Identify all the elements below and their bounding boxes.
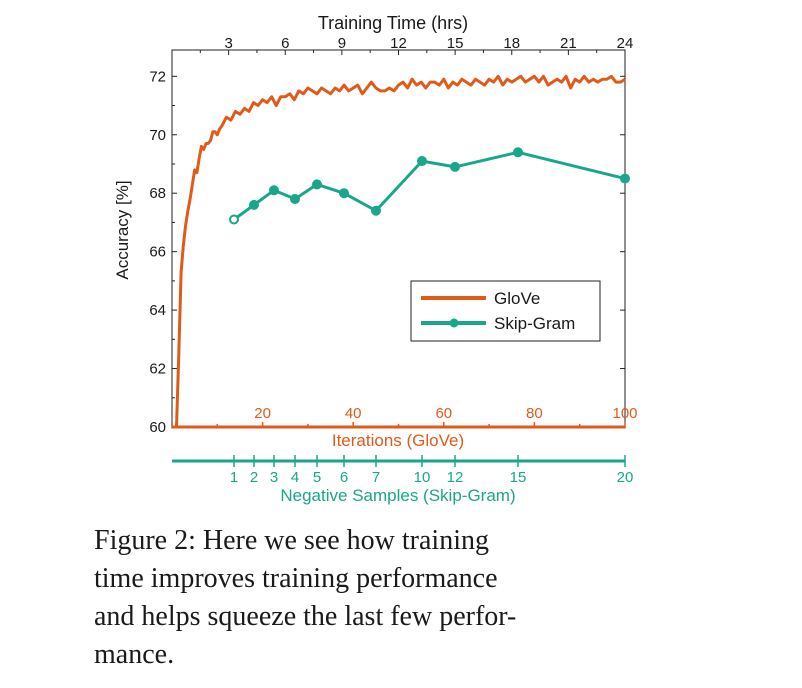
negative-samples-tick-label: 1	[230, 469, 238, 486]
skipgram-point	[417, 156, 427, 167]
negative-samples-tick-label: 10	[414, 469, 431, 486]
legend-box	[410, 280, 601, 342]
top-tick-label: 15	[447, 35, 464, 52]
skipgram-point	[290, 194, 300, 205]
skipgram-point	[269, 185, 279, 196]
caption-line: Figure 2: Here we see how training	[94, 525, 489, 556]
top-tick-label: 18	[503, 35, 520, 52]
legend-skipgram-marker	[449, 318, 459, 328]
skipgram-series	[229, 147, 630, 225]
legend-glove-label: GloVe	[494, 289, 540, 308]
top-axis-ticks: 3 6 9 12 15 18 21 24	[199, 35, 634, 55]
negative-samples-tick-label: 3	[270, 469, 278, 486]
y-axis-label: Accuracy [%]	[113, 180, 132, 279]
skipgram-point	[339, 188, 349, 199]
top-tick-label: 21	[560, 35, 577, 52]
skipgram-point	[450, 161, 460, 172]
iterations-tick-label: 100	[612, 405, 637, 422]
y-axis-ticks: 60 62 64 66 68 70 72	[149, 68, 625, 436]
top-tick-label: 9	[338, 35, 346, 52]
y-tick-label: 60	[149, 419, 166, 436]
legend-skipgram-label: Skip-Gram	[494, 314, 575, 333]
negative-samples-tick-label: 2	[250, 469, 258, 486]
negative-samples-tick-label: 12	[447, 469, 464, 486]
skipgram-point	[371, 205, 381, 216]
negative-samples-tick-label: 7	[372, 469, 380, 486]
glove-line	[175, 74, 626, 429]
caption-line: time improves training performance	[94, 563, 498, 594]
iterations-axis-label: Iterations (GloVe)	[332, 431, 464, 450]
caption-line: mance.	[94, 639, 175, 670]
skipgram-point	[229, 214, 239, 225]
skipgram-point	[513, 147, 523, 158]
skipgram-point	[249, 199, 259, 210]
iterations-axis-ticks: 20 40 60 80 100	[216, 405, 638, 427]
y-tick-label: 66	[149, 244, 166, 261]
negative-samples-tick-label: 6	[340, 469, 348, 486]
negative-samples-axis-label: Negative Samples (Skip-Gram)	[280, 486, 515, 505]
y-tick-label: 68	[149, 185, 166, 202]
caption-line: and helps squeeze the last few perfor-	[94, 601, 517, 632]
skipgram-point	[620, 173, 630, 184]
legend: GloVe Skip-Gram	[410, 280, 601, 342]
iterations-tick-label: 40	[345, 405, 362, 422]
glove-series	[175, 74, 626, 429]
y-tick-label: 62	[149, 361, 166, 378]
y-tick-label: 72	[149, 68, 166, 85]
top-tick-label: 3	[224, 35, 232, 52]
top-axis-label: Training Time (hrs)	[318, 13, 468, 33]
negative-samples-tick-label: 20	[617, 469, 634, 486]
negative-samples-tick-label: 15	[510, 469, 527, 486]
top-tick-label: 6	[281, 35, 289, 52]
y-tick-label: 70	[149, 127, 166, 144]
plot-frame	[171, 49, 626, 429]
skipgram-point	[312, 179, 322, 190]
negative-samples-axis-ticks: 1 2 3 4 5 6 7 10 12 15 20	[230, 455, 634, 486]
negative-samples-tick-label: 4	[291, 469, 299, 486]
negative-samples-tick-label: 5	[313, 469, 321, 486]
top-tick-label: 12	[390, 35, 407, 52]
skipgram-line	[233, 150, 626, 221]
iterations-tick-label: 20	[254, 405, 271, 422]
chart: Training Time (hrs) 3 6 9 12 15 18 21 24 606264…	[113, 13, 638, 505]
iterations-tick-label: 60	[435, 405, 452, 422]
iterations-tick-label: 80	[526, 405, 543, 422]
y-tick-label: 64	[149, 302, 166, 319]
top-tick-label: 24	[617, 35, 634, 52]
figure-caption: Figure 2: Here we see how training time …	[94, 522, 654, 674]
